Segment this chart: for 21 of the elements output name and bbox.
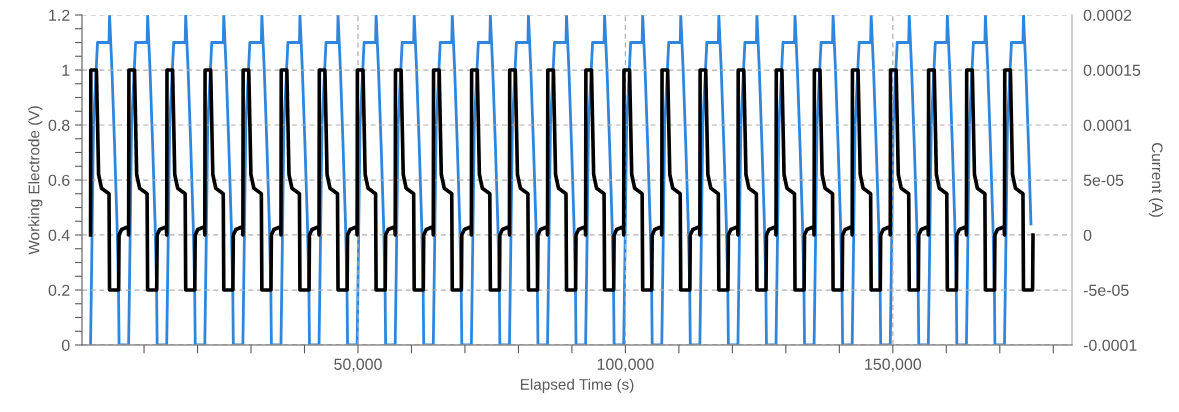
line-series (88, 68, 1035, 292)
y-tick-label: 1 (62, 64, 70, 76)
y-axis-title: Working Electrode (V) (28, 106, 43, 255)
y2-tick-label: 0 (1083, 229, 1092, 241)
y2-tick-label: 0.0002 (1083, 9, 1132, 21)
y2-tick-label: -0.0001 (1083, 339, 1137, 351)
y-tick-label: 0 (61, 339, 70, 351)
y2-tick-label: 0.0001 (1083, 119, 1132, 131)
y2-tick-label: -5e-05 (1083, 284, 1129, 296)
x-tick-label: 100,000 (597, 358, 654, 372)
x-tick-label: 50,000 (334, 358, 382, 372)
y2-tick-label: 5e-05 (1083, 174, 1124, 186)
y-tick-label: 0.8 (48, 119, 70, 131)
y-tick-label: 0.4 (48, 229, 70, 241)
y2-tick-label: 0.00015 (1083, 64, 1141, 76)
y-tick-label: 1.2 (49, 9, 70, 21)
x-axis-title: Elapsed Time (s) (520, 378, 634, 393)
y-tick-label: 0.6 (48, 174, 70, 186)
y2-axis-title: Current (A) (1148, 143, 1164, 217)
y-tick-label: 0.2 (48, 284, 70, 296)
x-tick-label: 150,000 (865, 358, 922, 372)
